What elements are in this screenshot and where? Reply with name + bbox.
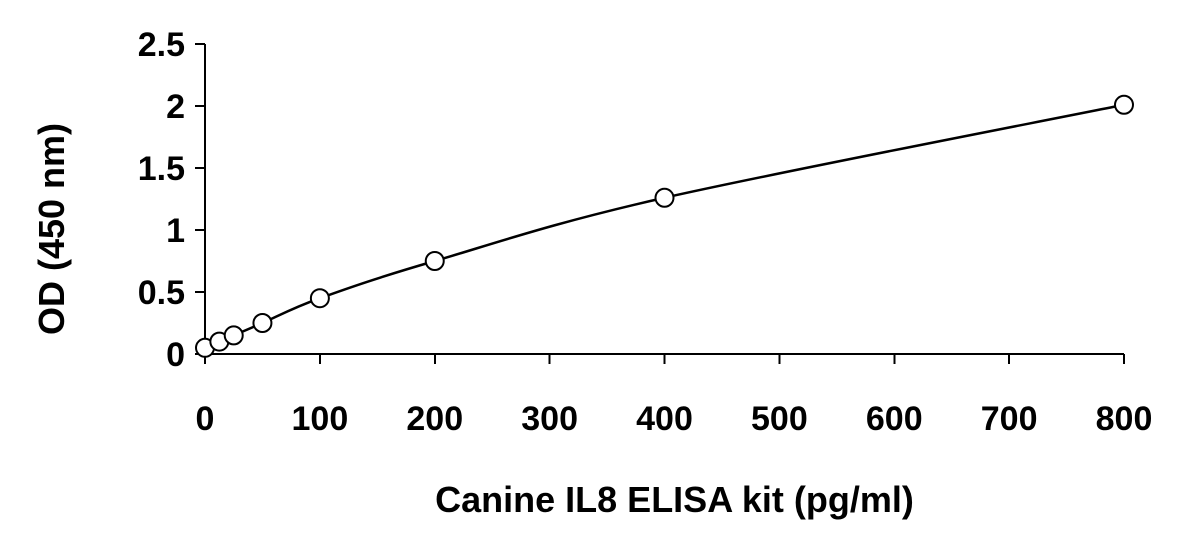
x-tick-label: 200 [406,400,463,438]
curve-layer [204,103,1125,349]
x-tick-label: 700 [981,400,1038,438]
y-tick-label: 1 [166,212,185,250]
x-tick-label: 600 [866,400,923,438]
y-tick-label: 1.5 [138,150,185,188]
y-axis-title: OD (450 nm) [31,123,72,335]
data-point [424,251,445,271]
data-point [654,187,675,208]
x-tick-label: 800 [1096,400,1153,438]
x-tick-label: 400 [636,400,693,438]
x-tick-label: 0 [196,400,215,438]
data-point [1114,94,1134,115]
y-tick-label: 2.5 [138,26,185,64]
y-tick-label: 0.5 [138,274,185,312]
data-point [309,288,330,309]
x-tick-label: 300 [521,400,578,438]
x-axis-title: Canine IL8 ELISA kit (pg/ml) [435,479,914,520]
x-tick-label: 100 [292,400,349,438]
y-tick-label: 2 [166,88,185,126]
y-tick-label: 0 [166,336,185,374]
x-tick-label: 500 [751,400,808,438]
ticks-layer: 0 0.5 1 1.5 2 2.5 0 100 200 300 400 500 600 700 800 [138,26,1153,438]
points-layer [195,94,1134,358]
fit-curve-line [204,103,1125,349]
data-point [252,313,273,333]
data-point [223,325,244,346]
